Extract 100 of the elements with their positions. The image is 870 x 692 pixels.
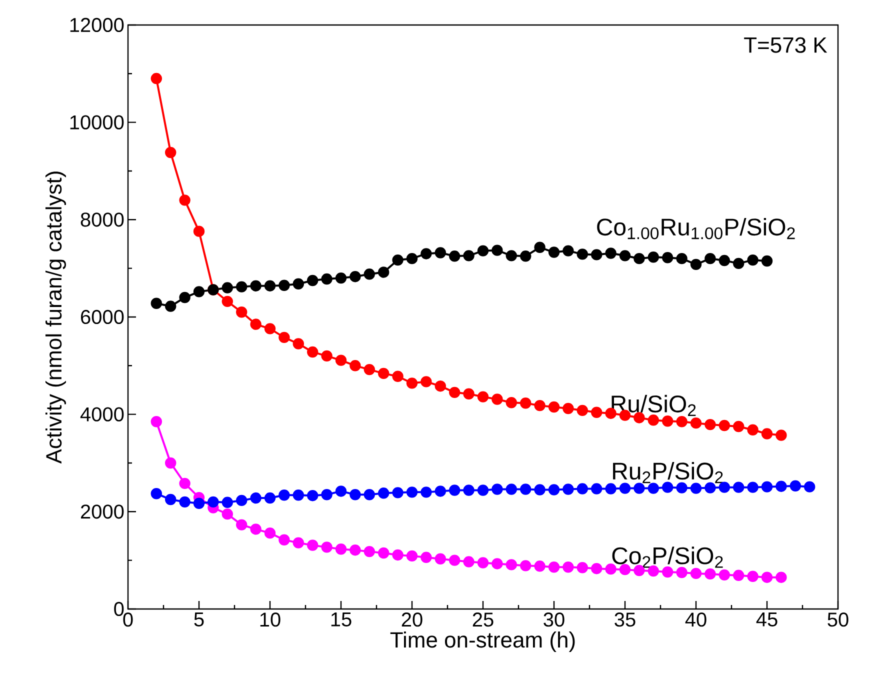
point [492,484,503,495]
x-tick-label: 35 [614,612,636,627]
point [321,542,332,553]
point [477,391,489,402]
point [704,252,716,264]
point [492,244,503,256]
point [690,568,702,580]
point [335,272,347,284]
point [676,566,688,578]
point [733,570,744,582]
point [222,496,234,508]
point [520,398,532,409]
point [150,72,162,84]
point [307,346,318,358]
point [434,486,446,497]
point [406,486,418,498]
point [307,540,318,551]
annotation: T=573 K [744,37,828,53]
point [392,254,404,266]
point [776,572,787,583]
point [534,484,546,496]
point [165,300,176,312]
point [634,412,645,424]
point [648,482,659,494]
point [634,482,645,494]
point [776,480,787,492]
point [364,546,376,558]
point [506,250,517,262]
point [463,250,474,262]
y-tick-label: 12000 [70,18,124,32]
point [562,484,574,495]
point [605,248,616,259]
point [378,488,390,499]
point [463,556,474,568]
x-tick-label: 50 [828,612,848,627]
x-tick-label: 5 [194,612,204,626]
point [534,560,546,572]
point [534,400,546,412]
point [150,416,162,428]
point [676,482,688,494]
point [676,416,688,428]
series-label: Co$_{1.00}$Ru$_{1.00}$P/SiO$_{2}$ [597,218,795,240]
y-tick-label: 4000 [80,407,124,422]
point [250,280,262,292]
point [321,489,332,500]
y-tick-label: 2000 [80,504,124,519]
point [520,250,532,262]
point [434,247,446,258]
point [250,492,262,504]
point [278,490,290,501]
point [718,482,730,493]
point [236,306,248,318]
series-label: Ru$_{2}$P/SiO$_{2}$ [613,462,723,484]
point [776,430,787,441]
y-tick-label: 10000 [70,115,124,130]
point [434,380,446,392]
point [179,496,190,508]
point [307,490,318,502]
point [292,338,304,350]
point [619,250,631,262]
point [548,246,560,258]
point [278,332,290,344]
point [236,281,248,292]
point [378,368,390,380]
y-tick-label: 0 [114,602,124,616]
x-tick-label: 0 [123,612,133,627]
point [676,252,688,264]
point [591,483,602,494]
point [236,494,248,506]
point [704,418,716,430]
point [591,249,602,260]
point [662,482,674,493]
point [804,481,816,492]
y-axis-title: Activity (nmol furan/g catalyst) [45,172,66,464]
point [292,490,304,501]
point [747,254,758,266]
point [733,258,744,270]
point [406,550,418,562]
point [222,296,234,308]
point [420,248,432,260]
point [278,534,290,546]
point [506,559,517,570]
point [576,248,588,260]
point [321,273,332,285]
point [406,252,418,264]
point [718,254,730,266]
point [364,268,376,280]
y-tick-label: 8000 [80,212,124,227]
point [747,482,758,493]
point [463,484,474,496]
point [548,401,560,413]
point [790,480,801,492]
point [576,562,588,574]
x-tick-label: 20 [402,612,422,627]
point [534,242,546,253]
point [562,402,574,414]
point [222,282,234,294]
point [761,255,773,267]
point [662,252,674,264]
point [449,386,460,398]
